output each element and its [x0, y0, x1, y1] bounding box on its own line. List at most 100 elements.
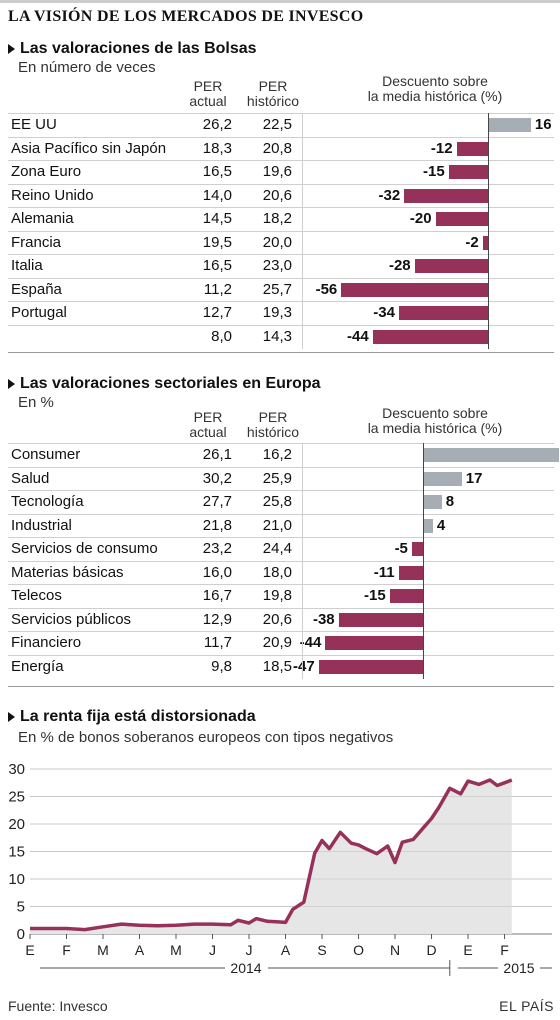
section2-col-hist: PER histórico — [240, 410, 306, 440]
x-tick-label: J — [209, 942, 216, 958]
row-label: Salud — [11, 469, 50, 487]
per-historic-value: 20,0 — [262, 233, 292, 251]
col-label: la media histórica (%) — [367, 420, 503, 436]
discount-value: -15 — [423, 163, 445, 180]
table-row: Asia Pacífico sin Japón 18,3 20,8 -12 — [8, 136, 554, 161]
row-label: Financiero — [11, 634, 82, 651]
per-actual-value: 26,2 — [202, 116, 232, 133]
col-label: PER — [193, 409, 223, 425]
row-label: Zona Euro — [11, 163, 82, 180]
row-label: Francia — [11, 233, 62, 251]
section3-subtitle: En % de bonos soberanos europeos con tip… — [18, 729, 394, 746]
per-historic-value: 18,2 — [262, 210, 292, 227]
per-historic-value: 21,0 — [262, 516, 292, 534]
per-historic-value: 18,5 — [262, 657, 292, 675]
row-label: Asia Pacífico sin Japón — [11, 139, 167, 157]
col-label: histórico — [246, 424, 300, 440]
table-row: Servicios públicos 12,9 20,6 -38 — [8, 607, 554, 632]
table-row: 8,0 14,3 -44 — [8, 324, 554, 349]
per-actual-value: 26,1 — [202, 446, 232, 463]
per-actual-value: 27,7 — [202, 493, 232, 510]
row-label: EE UU — [11, 116, 57, 133]
per-historic-value: 18,0 — [262, 563, 292, 581]
per-historic-value: 20,9 — [262, 634, 292, 651]
discount-value: -38 — [312, 610, 335, 628]
section1-col-hist: PER histórico — [240, 79, 306, 109]
discount-bar — [424, 471, 462, 486]
y-tick-label: 25 — [8, 789, 25, 806]
per-actual-value: 16,5 — [202, 163, 232, 180]
x-tick-label: O — [353, 942, 364, 958]
table-row: Zona Euro 16,5 19,6 -15 — [8, 160, 554, 184]
col-label: PER — [193, 78, 223, 94]
per-historic-value: 20,6 — [262, 610, 292, 628]
row-label: Servicios públicos — [11, 610, 132, 628]
discount-bar — [398, 565, 423, 580]
y-tick-label: 10 — [8, 871, 25, 888]
col-label: Descuento sobre — [382, 73, 488, 89]
brand-logo: EL PAÍS — [499, 998, 554, 1014]
divider — [8, 352, 554, 353]
x-tick-label: A — [135, 942, 145, 958]
section1-subtitle: En número de veces — [18, 59, 156, 76]
row-label: Italia — [11, 257, 43, 274]
discount-value: 8 — [445, 493, 455, 510]
discount-bar — [338, 612, 423, 627]
discount-value: -12 — [430, 139, 453, 157]
x-tick-label: F — [500, 942, 509, 958]
discount-bar — [372, 329, 488, 344]
discount-bar — [424, 448, 560, 462]
per-historic-value: 20,6 — [262, 186, 292, 204]
section1-title: Las valoraciones de las Bolsas — [20, 40, 257, 57]
discount-bar — [424, 518, 433, 533]
section1-table: EE UU 26,2 22,5 16 Asia Pacífico sin Japón 18… — [8, 113, 554, 349]
per-actual-value: 16,5 — [202, 257, 232, 274]
per-historic-value: 23,0 — [262, 257, 292, 274]
row-label: Reino Unido — [11, 186, 94, 204]
section1-col-actual: PER actual — [182, 79, 234, 109]
section2-table: Consumer26,116,261Salud30,225,917Tecnolo… — [8, 443, 560, 679]
section2-title-row: Las valoraciones sectoriales en Europa — [8, 375, 321, 393]
table-row: Italia 16,5 23,0 -28 — [8, 254, 554, 278]
table-row: Salud 30,2 25,9 17 — [8, 466, 554, 491]
discount-bar — [389, 589, 423, 603]
per-historic-value: 19,8 — [262, 587, 292, 604]
y-tick-label: 30 — [8, 761, 25, 778]
year-label: 2015 — [503, 960, 534, 976]
per-actual-value: 16,0 — [202, 563, 232, 581]
discount-value: 16 — [534, 116, 552, 133]
discount-value: -32 — [378, 186, 401, 204]
discount-bar — [341, 282, 488, 297]
x-tick-label: S — [317, 942, 326, 958]
area-fill — [30, 780, 512, 934]
per-historic-value: 16,2 — [262, 446, 292, 463]
col-label: histórico — [246, 93, 300, 109]
per-historic-value: 14,3 — [262, 327, 292, 345]
row-label: Consumer — [11, 446, 81, 463]
discount-value: 17 — [465, 469, 483, 487]
arrow-icon — [8, 379, 15, 389]
per-actual-value: 19,5 — [202, 233, 232, 251]
per-actual-value: 8,0 — [211, 327, 232, 345]
col-label: la media histórica (%) — [367, 88, 503, 104]
discount-bar — [411, 542, 423, 556]
per-historic-value: 22,5 — [262, 116, 292, 133]
table-row: Portugal 12,7 19,3 -34 — [8, 301, 554, 325]
table-divider — [302, 443, 303, 679]
section2-col-actual: PER actual — [182, 410, 234, 440]
zero-axis — [423, 443, 424, 679]
per-actual-value: 23,2 — [202, 540, 232, 557]
discount-value: 4 — [436, 516, 446, 534]
table-row: Servicios de consumo 23,2 24,4 -5 — [8, 537, 554, 561]
divider — [8, 686, 554, 687]
line-chart: 0 5 10 15 20 25 30 E F M A M J J A S O N D E F 2014 2015 — [8, 761, 552, 976]
discount-value: -20 — [409, 210, 432, 227]
col-label: PER — [258, 409, 288, 425]
per-historic-value: 20,8 — [262, 139, 292, 157]
table-row: Materias básicas 16,0 18,0 -11 — [8, 560, 554, 585]
per-actual-value: 14,5 — [202, 210, 232, 227]
x-tick-label: A — [281, 942, 291, 958]
row-label: Tecnología — [11, 493, 84, 510]
x-tick-label: M — [170, 942, 182, 958]
